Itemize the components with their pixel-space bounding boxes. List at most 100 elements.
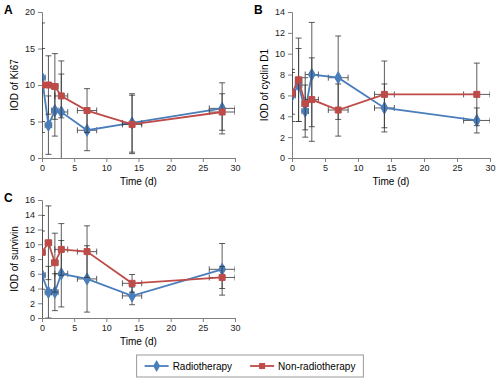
error-bar [296,38,302,121]
tick: 5 [72,158,77,173]
panel: 0510152025300246810121416IOD of survivin… [9,195,241,347]
marker [474,91,480,97]
panel-label: B [254,3,263,17]
tick: 10 [102,158,112,173]
tick-label: 14 [25,210,35,220]
y-axis: 05101520 [25,7,43,163]
tick-label: 20 [25,7,35,17]
x-axis-title: Time (d) [373,176,410,187]
panel-label: C [4,191,13,205]
tick-label: 6 [30,269,35,279]
axis-line [43,159,236,163]
tick: 6 [30,269,42,279]
axis-line [43,319,236,323]
error-bar [52,54,58,120]
panel: 05101520253005101520IOD of Ki67Time (d) [9,7,241,187]
tick: 12 [25,225,42,235]
tick-mark [288,12,292,13]
tick-label: 10 [102,163,112,173]
x-error-bar [302,101,309,107]
error-bar [84,226,90,278]
plot-area [42,206,235,318]
x-axis: 051015202530 [40,318,241,333]
tick: 25 [198,318,208,333]
series [42,231,235,318]
tick: 8 [30,254,42,264]
error-bar [335,84,341,136]
line [42,85,222,124]
axis-line [293,159,491,163]
tick: 8 [280,70,292,80]
tick: 5 [72,318,77,333]
series [292,22,490,137]
legend-label: Non-radiotherapy [278,361,355,372]
tick-label: 15 [134,323,144,333]
error-bar [42,23,45,133]
tick-mark [235,318,236,322]
tick: 10 [102,318,112,333]
axis-line [288,13,293,159]
error-bar [45,56,51,114]
x-error-bar [52,83,58,89]
tick-mark [288,158,292,159]
error-bar [292,69,295,121]
series [42,49,235,154]
x-axis: 051015202530 [40,158,241,173]
error-bar [42,215,45,289]
line [292,80,477,110]
x-error-bar [42,249,45,255]
tick-label: 15 [386,163,396,173]
marker [335,107,341,113]
marker [45,240,51,246]
tick-mark [38,158,42,159]
legend: RadiotherapyNon-radiotherapy [137,355,364,377]
tick: 5 [30,117,42,127]
error-bar [219,94,225,131]
tick-mark [139,158,140,162]
tick-mark [38,200,42,201]
tick-mark [288,54,292,55]
error-bar [45,206,51,280]
tick: 0 [30,313,42,323]
marker [292,90,295,96]
tick-label: 0 [290,163,295,173]
marker [52,83,58,89]
tick-mark [424,158,425,162]
marker [129,280,135,286]
tick-mark [288,95,292,96]
tick-mark [74,158,75,162]
tick-label: 8 [280,70,285,80]
tick-mark [38,49,42,50]
tick: 20 [166,318,176,333]
tick-label: 16 [25,195,35,205]
error-bar [219,266,225,288]
tick: 0 [280,153,292,163]
tick-label: 8 [30,254,35,264]
tick: 14 [25,210,42,220]
tick: 30 [230,158,240,173]
x-error-bar [52,260,58,266]
tick: 12 [275,28,292,38]
tick-label: 25 [452,163,462,173]
y-axis: 0246810121416 [25,195,43,323]
marker [58,93,64,99]
tick-mark [171,158,172,162]
error-bar [129,274,135,292]
tick-mark [203,158,204,162]
marker [58,246,64,252]
error-bar [58,224,64,276]
tick-label: 10 [353,163,363,173]
marker [84,249,90,255]
error-bar [84,89,90,133]
tick: 5 [323,158,328,173]
x-axis-title: Time (d) [120,336,157,347]
tick-label: 5 [323,163,328,173]
tick-label: 4 [280,112,285,122]
tick-mark [490,158,491,162]
plot-area [42,23,235,158]
tick: 2 [30,299,42,309]
marker [42,82,45,88]
tick: 2 [280,133,292,143]
y-axis-title: IOD of Ki67 [9,59,20,111]
tick-mark [288,116,292,117]
